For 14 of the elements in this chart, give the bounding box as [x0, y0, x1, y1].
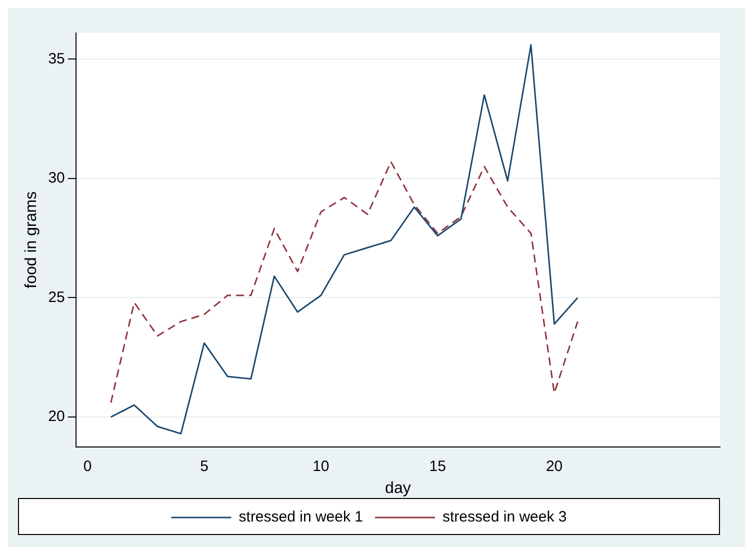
x-tick-label: 5 — [200, 458, 208, 475]
y-axis-title: food in grams — [23, 191, 40, 288]
y-tick-label: 35 — [48, 50, 65, 68]
x-tick-label: 20 — [546, 458, 563, 475]
legend-label: stressed in week 3 — [442, 508, 567, 526]
x-tick-label: 15 — [429, 458, 446, 475]
y-tick-label: 30 — [48, 170, 65, 187]
legend-label: stressed in week 1 — [238, 508, 364, 526]
y-tick-label: 25 — [48, 288, 65, 306]
x-axis-title: day — [385, 480, 411, 497]
x-tick-label: 10 — [312, 458, 330, 475]
y-tick-label: 20 — [48, 408, 65, 426]
line-series — [110, 161, 578, 404]
x-tick-label: 0 — [83, 458, 92, 475]
